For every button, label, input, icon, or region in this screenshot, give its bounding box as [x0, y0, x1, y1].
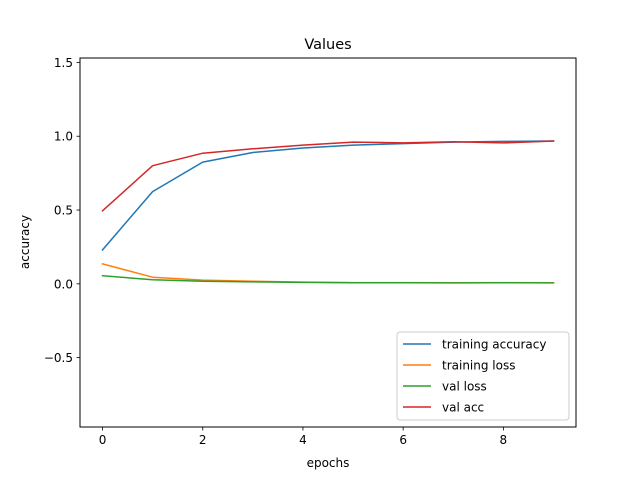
legend-label-3: val acc: [442, 401, 484, 415]
y-tick-label: 0.5: [54, 204, 73, 218]
y-axis-label: accuracy: [18, 215, 32, 269]
y-axis: −0.5 0.0 0.5 1.0 1.5: [44, 56, 80, 365]
x-tick-label: 8: [500, 433, 508, 447]
axes-frame: [79, 57, 577, 428]
x-tick-label: 0: [99, 433, 107, 447]
series-line-2: [101, 274, 555, 284]
legend-label-2: val loss: [442, 380, 487, 394]
x-tick-label: 2: [199, 433, 207, 447]
series-line-0: [101, 140, 555, 251]
y-tick-label: 1.0: [54, 130, 73, 144]
plot-area: [101, 140, 555, 284]
x-axis: 0 2 4 6 8: [99, 427, 507, 447]
x-tick-label: 4: [299, 433, 307, 447]
legend: training accuracy training loss val loss va…: [396, 331, 570, 421]
legend-box: [396, 331, 570, 421]
x-axis-label: epochs: [307, 456, 350, 470]
y-tick-label: −0.5: [44, 351, 73, 365]
chart-title: Values: [304, 37, 351, 53]
series-line-3: [101, 140, 555, 212]
legend-label-1: training loss: [442, 359, 515, 373]
y-tick-label: 1.5: [54, 56, 73, 70]
legend-label-0: training accuracy: [442, 338, 546, 352]
y-tick-label: 0.0: [54, 277, 73, 291]
x-tick-label: 6: [399, 433, 407, 447]
